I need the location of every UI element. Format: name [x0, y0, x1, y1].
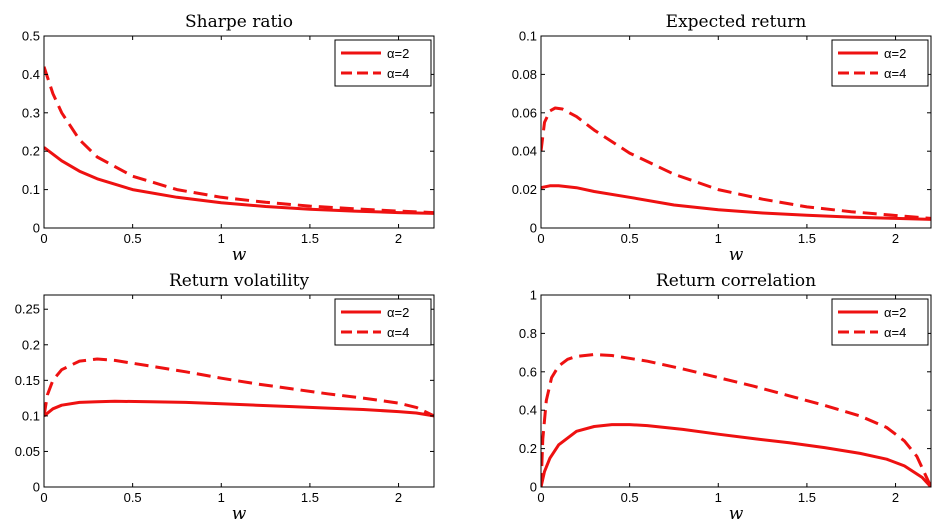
legend-label: α=4 — [884, 66, 906, 81]
axes-box — [43, 294, 435, 488]
y-tick-label: 0 — [530, 480, 537, 495]
y-tick-label: 1 — [530, 288, 537, 303]
x-tick-label: 0 — [40, 490, 47, 505]
y-tick-label: 0.3 — [22, 105, 40, 120]
x-tick-label: 0.5 — [621, 490, 639, 505]
chart-title: Sharpe ratio — [185, 12, 293, 32]
y-tick-label: 0.05 — [15, 444, 40, 459]
x-axis-label: w — [232, 504, 247, 524]
y-tick-label: 0.2 — [519, 441, 537, 456]
x-tick-label: 1.5 — [301, 490, 319, 505]
legend-label: α=2 — [387, 305, 409, 320]
y-tick-label: 0.02 — [512, 182, 537, 197]
y-tick-label: 0 — [33, 221, 40, 236]
x-tick-label: 1.5 — [798, 490, 816, 505]
chart-panels: Sharpe ratio 0 0.5 1 1.5 2 0 0.1 0.2 0.3 0.4 0.5 w α=… — [15, 12, 932, 524]
y-tick-label: 0.25 — [15, 302, 40, 317]
y-tick-label: 0.1 — [22, 408, 40, 423]
x-tick-label: 1.5 — [301, 231, 319, 246]
x-axis-label: w — [729, 504, 744, 524]
y-tick-label: 0 — [33, 480, 40, 495]
y-tick-label: 0.4 — [519, 403, 537, 418]
x-tick-label: 0 — [537, 490, 544, 505]
x-tick-label: 2 — [395, 490, 402, 505]
x-tick-label: 1 — [218, 231, 225, 246]
series-line-alpha-4 — [541, 353, 931, 487]
legend-box — [831, 39, 929, 87]
x-axis-label: w — [729, 245, 744, 265]
x-tick-label: 1 — [218, 490, 225, 505]
y-tick-label: 0 — [530, 221, 537, 236]
legend: α=2α=4 — [334, 39, 432, 87]
y-tick-label: 0.5 — [22, 29, 40, 44]
chart-title: Expected return — [666, 12, 807, 32]
legend: α=2α=4 — [334, 298, 432, 346]
y-tick-label: 0.2 — [22, 144, 40, 159]
series-line-alpha-2 — [541, 423, 931, 487]
legend-label: α=2 — [884, 46, 906, 61]
x-tick-label: 0.5 — [124, 490, 142, 505]
series-line-alpha-4 — [44, 357, 434, 418]
y-tick-label: 0.2 — [22, 337, 40, 352]
series-line-alpha-4 — [44, 66, 434, 215]
x-tick-label: 0.5 — [621, 231, 639, 246]
y-tick-label: 0.15 — [15, 373, 40, 388]
legend-label: α=2 — [884, 305, 906, 320]
legend-label: α=4 — [387, 66, 409, 81]
y-tick-label: 0.4 — [22, 67, 40, 82]
legend-label: α=4 — [884, 325, 906, 340]
axes-box — [540, 294, 932, 488]
legend-box — [334, 39, 432, 87]
chart-title: Return volatility — [169, 271, 310, 291]
legend-label: α=4 — [387, 325, 409, 340]
chart-panel-1: Sharpe ratio 0 0.5 1 1.5 2 0 0.1 0.2 0.3 0.4 0.5 w α=… — [22, 12, 435, 265]
x-tick-label: 2 — [892, 231, 899, 246]
legend: α=2α=4 — [831, 39, 929, 87]
y-tick-label: 0.1 — [22, 182, 40, 197]
x-tick-label: 0 — [40, 231, 47, 246]
y-tick-label: 0.04 — [512, 144, 537, 159]
legend-box — [334, 298, 432, 346]
chart-panel-4: Return correlation 0 0.5 1 1.5 2 0 0.2 0.4 0.6 0.8… — [519, 271, 932, 524]
x-tick-label: 2 — [892, 490, 899, 505]
axes-box — [43, 35, 435, 229]
chart-panel-2: Expected return 0 0.5 1 1.5 2 0 0.02 0.04 0.06 0.0… — [512, 12, 932, 265]
axes-box — [540, 35, 932, 229]
series-line-alpha-2 — [44, 146, 434, 215]
x-tick-label: 1.5 — [798, 231, 816, 246]
chart-title: Return correlation — [656, 271, 816, 291]
series-line-alpha-2 — [44, 399, 434, 418]
y-tick-label: 0.6 — [519, 364, 537, 379]
y-tick-label: 0.08 — [512, 67, 537, 82]
x-tick-label: 0 — [537, 231, 544, 246]
legend-label: α=2 — [387, 46, 409, 61]
y-tick-label: 0.06 — [512, 105, 537, 120]
x-tick-label: 1 — [715, 490, 722, 505]
x-tick-label: 1 — [715, 231, 722, 246]
x-tick-label: 0.5 — [124, 231, 142, 246]
y-tick-label: 0.8 — [519, 326, 537, 341]
legend: α=2α=4 — [831, 298, 929, 346]
series-line-alpha-2 — [541, 184, 931, 221]
x-tick-label: 2 — [395, 231, 402, 246]
legend-box — [831, 298, 929, 346]
x-axis-label: w — [232, 245, 247, 265]
chart-panel-3: Return volatility 0 0.5 1 1.5 2 0 0.05 0.1 0.15 0.… — [15, 271, 435, 524]
series-line-alpha-4 — [541, 106, 931, 220]
y-tick-label: 0.1 — [519, 29, 537, 44]
